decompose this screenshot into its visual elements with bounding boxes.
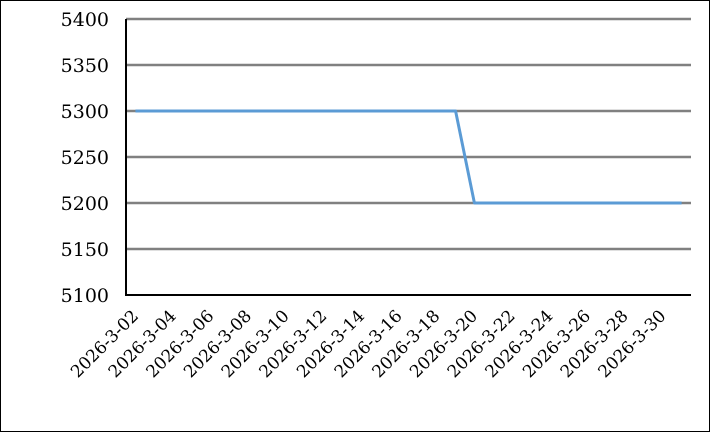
y-tick-label: 5400 bbox=[61, 9, 109, 31]
y-tick-label: 5200 bbox=[61, 193, 109, 215]
series-line bbox=[135, 109, 682, 205]
y-tick-label: 5300 bbox=[61, 101, 109, 123]
y-tick-label: 5100 bbox=[61, 285, 109, 307]
y-tick-label: 5150 bbox=[61, 239, 109, 261]
y-tick-label: 5250 bbox=[61, 147, 109, 169]
y-tick-label: 5350 bbox=[61, 55, 109, 77]
